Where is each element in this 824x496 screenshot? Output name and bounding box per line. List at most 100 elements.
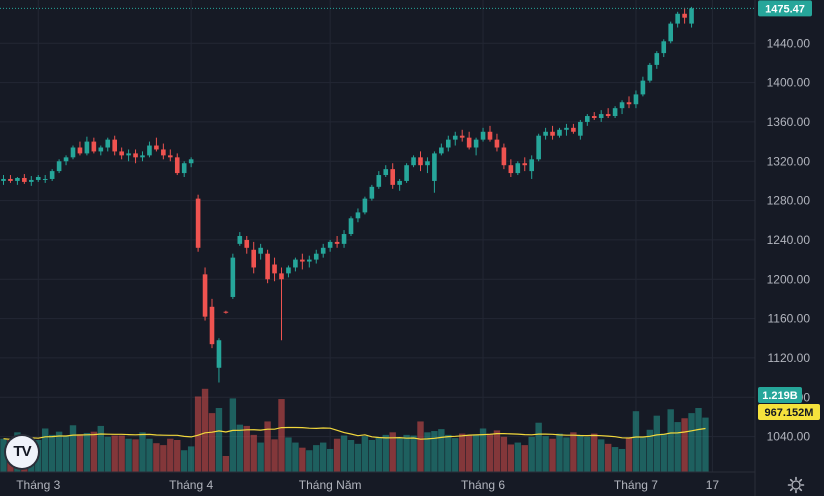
volume-bar [598,439,605,472]
candle-body [661,41,667,54]
candle-body [675,13,680,24]
volume-bar [153,443,160,472]
candle-body [286,267,291,274]
candle-body [244,239,250,248]
volume-bar [375,437,382,472]
volume-bar [549,438,556,472]
volume-bar [639,436,647,472]
candle-body [612,108,618,117]
volume-bar [681,418,688,472]
candle-body [466,137,472,148]
volume-bar [667,409,674,472]
volume-bar [229,398,237,472]
candle-body [22,177,27,182]
volume-bar [438,429,445,472]
volume-bar [653,415,660,472]
candle-body [35,177,41,180]
volume-bar [410,435,417,472]
candle-body [300,259,305,262]
tradingview-logo[interactable]: TV [6,436,38,468]
time-tick-label: Tháng 6 [461,478,505,492]
candle-body [84,141,90,154]
candles [1,6,694,383]
candle-body [223,311,229,313]
candle-body [327,241,333,248]
candle-body [307,259,312,262]
volume-bar [201,388,209,472]
candle-body [112,139,117,152]
volume-bar [320,442,327,472]
time-tick-label: Tháng 4 [169,478,213,492]
volume-bar [160,445,167,472]
volume-bar [424,432,431,472]
candle-body [473,139,479,148]
volume-bar [618,448,626,472]
candle-body [529,159,534,172]
candle-body [209,306,215,345]
candle-body [515,163,521,174]
candle-body [362,198,368,213]
candle-body [63,157,69,162]
gear-icon[interactable] [787,476,805,494]
candle-body [140,155,145,158]
price-tick-label: 1120.00 [768,351,811,365]
price-tick-label: 1360.00 [767,115,811,129]
last-price-label: 1475.47 [765,3,805,15]
volume-bar [187,446,195,472]
candle-body [452,135,458,140]
candle-body [8,178,13,181]
volume-bar [271,439,278,472]
candle-body [404,165,409,181]
volume-bar [570,432,577,472]
volume-bar [42,428,49,472]
volume-bar [222,456,230,472]
volume-bar [278,399,285,472]
price-tick-label: 1160.00 [768,312,811,326]
price-tick-label: 1400.00 [767,76,811,90]
volume-bar [292,442,299,472]
ma-label: 967.152M [765,407,814,419]
volume-bar [132,439,139,472]
candle-body [195,198,201,248]
candle-body [29,179,34,182]
volume-bar [111,435,118,472]
volume-bar [257,442,264,472]
volume-bar [542,436,549,472]
volume-bar [472,434,480,472]
volume-bar [389,432,396,472]
volume-bar [396,438,403,472]
candle-body [376,175,382,187]
candle-body [383,169,389,176]
volume-bar [577,434,584,472]
candle-body [633,94,639,105]
volume-bar [382,434,389,472]
candle-body [313,253,319,260]
candle-body [418,157,423,166]
volume-bar [625,437,633,472]
volume-bar [326,448,334,472]
candle-body [105,139,111,148]
volume-bar [403,434,410,472]
volume-bar [243,425,250,472]
price-tick-label: 1280.00 [767,194,811,208]
price-tick-label: 1440.00 [767,36,811,50]
candle-body [682,13,687,18]
candle-body [654,53,660,65]
candle-body [49,171,55,179]
volume-bar [695,408,702,472]
volume-bar [507,444,515,472]
time-tick-label: Tháng 3 [16,478,60,492]
volume-bar [139,432,146,472]
candle-body [578,121,583,136]
candle-body [320,247,326,254]
price-axis[interactable]: 1040.001080.001120.001160.001200.001240.… [767,36,811,443]
volume-bar [250,434,257,472]
volume-bar [181,450,188,472]
volume-bar [604,443,612,472]
time-axis[interactable]: Tháng 3 Tháng 4 Tháng Năm Tháng 6 Tháng 7 17 [16,478,719,492]
candle-body [397,180,402,185]
candle-body [70,147,76,158]
candle-body [494,139,500,148]
candle-body [348,218,354,235]
